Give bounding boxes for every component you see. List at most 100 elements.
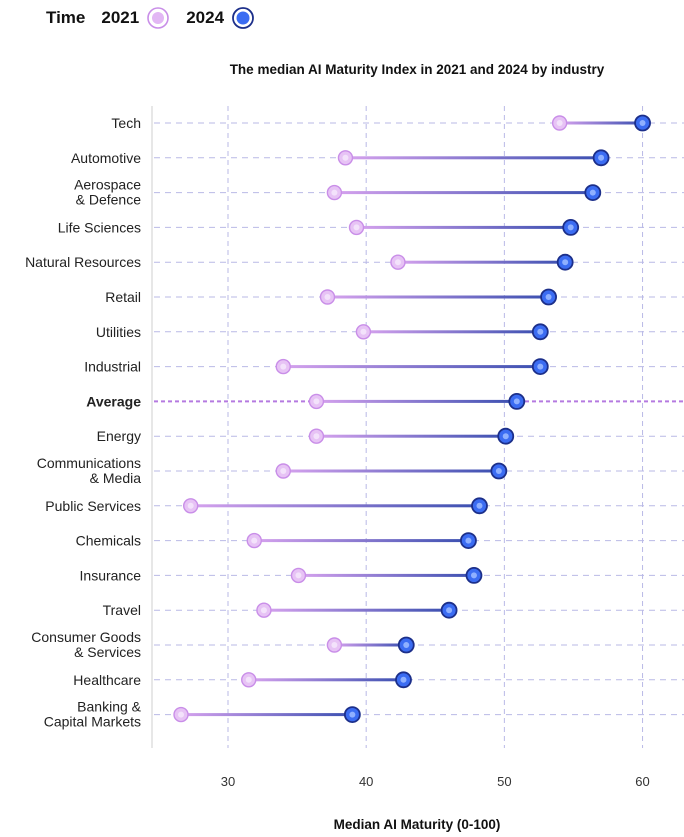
x-tick-label: 50 xyxy=(497,774,511,789)
point-2021 xyxy=(256,602,272,618)
dumbbell-bar xyxy=(363,330,541,334)
point-2024-core xyxy=(537,328,544,335)
legend-marker-2021 xyxy=(147,7,170,29)
point-2024-core xyxy=(495,468,502,474)
y-tick-label: Life Sciences xyxy=(58,219,141,235)
dumbbell-bar xyxy=(327,295,549,299)
point-2024 xyxy=(508,392,526,410)
legend-item-2021[interactable]: 2021 xyxy=(101,6,170,30)
point-2024 xyxy=(531,323,549,341)
y-tick-label: Travel xyxy=(103,602,141,618)
point-2021-core xyxy=(260,607,267,614)
point-2024 xyxy=(540,288,557,306)
point-2021 xyxy=(290,567,307,584)
legend-label-2024: 2024 xyxy=(186,8,225,27)
point-2024-core xyxy=(537,363,544,370)
y-tick-label-line: & Defence xyxy=(76,192,142,208)
y-tick-label: Insurance xyxy=(80,567,142,583)
point-2024 xyxy=(531,358,549,376)
point-2024 xyxy=(440,601,458,619)
point-2021 xyxy=(355,324,372,340)
y-tick-label: Consumer Goods & Services xyxy=(31,629,141,660)
y-tick-label: Aerospace & Defence xyxy=(74,177,141,208)
point-2024-core xyxy=(589,189,596,196)
point-2024 xyxy=(397,636,415,654)
point-2024-core xyxy=(403,642,410,648)
dumbbell-bar xyxy=(190,504,480,508)
point-2021-core xyxy=(313,398,320,405)
point-2021-core xyxy=(331,189,338,196)
point-2024-core xyxy=(349,711,356,718)
point-2024-core xyxy=(446,607,453,614)
point-2021-core xyxy=(295,572,302,579)
dumbbell-bar xyxy=(559,121,643,125)
point-2024 xyxy=(395,671,412,689)
point-2024-core xyxy=(400,676,407,683)
point-2021-core xyxy=(556,120,563,126)
dumbbell-bar xyxy=(248,678,404,682)
dumbbell-bar xyxy=(283,365,541,369)
point-2024 xyxy=(584,184,602,202)
point-2024 xyxy=(592,149,610,167)
point-2021-core xyxy=(245,676,252,683)
y-tick-label: Communications & Media xyxy=(37,455,141,486)
y-tick-label: Public Services xyxy=(45,498,141,514)
point-2021 xyxy=(326,637,343,653)
point-2021-core xyxy=(251,537,258,544)
point-2024-core xyxy=(598,154,605,161)
point-2024-core xyxy=(470,572,477,579)
point-2021 xyxy=(246,532,262,549)
point-2021 xyxy=(308,428,325,444)
y-tick-label: Average xyxy=(86,393,141,409)
point-2024-core xyxy=(502,433,509,440)
dumbbell-bar xyxy=(345,156,602,160)
y-tick-label: Tech xyxy=(111,115,141,131)
point-2021-core xyxy=(324,294,331,300)
point-2021-core xyxy=(280,363,287,370)
x-tick-label: 60 xyxy=(635,774,649,789)
point-2021-core xyxy=(353,224,360,231)
point-2021-core xyxy=(313,433,320,440)
legend-title: Time xyxy=(46,8,86,27)
x-tick-label: 40 xyxy=(359,774,373,789)
point-2024-core xyxy=(465,537,472,544)
point-2021 xyxy=(337,150,354,166)
dumbbell-bar xyxy=(254,539,469,543)
dumbbell-bar xyxy=(334,191,593,195)
point-2021-core xyxy=(342,154,349,161)
y-tick-label: Banking & Capital Markets xyxy=(44,699,142,730)
y-tick-label: Industrial xyxy=(84,359,141,375)
point-2021 xyxy=(182,498,199,514)
point-2024 xyxy=(471,497,488,515)
point-2024-core xyxy=(513,398,520,405)
dumbbell-bar xyxy=(298,573,474,577)
point-2021-core xyxy=(360,328,367,335)
point-2021-core xyxy=(187,502,194,509)
y-tick-label-line: Aerospace xyxy=(74,177,141,193)
dumbbell-bar xyxy=(283,469,499,473)
y-tick-label: Retail xyxy=(105,289,141,305)
dumbbell-bar xyxy=(334,643,407,647)
y-tick-label-line: & Services xyxy=(74,644,141,660)
point-2024-core xyxy=(567,224,574,231)
point-2024-core xyxy=(545,294,552,300)
dumbbell-bar xyxy=(316,399,517,403)
point-2021 xyxy=(275,463,291,479)
point-2024 xyxy=(497,427,515,445)
dumbbell-bar xyxy=(316,434,506,438)
point-2024 xyxy=(634,114,651,132)
point-2021 xyxy=(275,358,291,375)
point-2021 xyxy=(308,393,325,410)
point-2021-core xyxy=(280,468,287,474)
point-2021 xyxy=(348,219,365,236)
legend-item-2024[interactable]: 2024 xyxy=(186,6,255,30)
y-tick-label: Healthcare xyxy=(73,672,141,688)
dumbbell-bar xyxy=(397,260,566,264)
y-tick-label-line: Consumer Goods xyxy=(31,629,141,645)
point-2021 xyxy=(173,706,189,723)
y-tick-label: Natural Resources xyxy=(25,254,141,270)
point-2024 xyxy=(556,253,574,271)
legend: Time 2021 2024 xyxy=(46,5,271,31)
dumbbell-bar xyxy=(181,713,353,717)
